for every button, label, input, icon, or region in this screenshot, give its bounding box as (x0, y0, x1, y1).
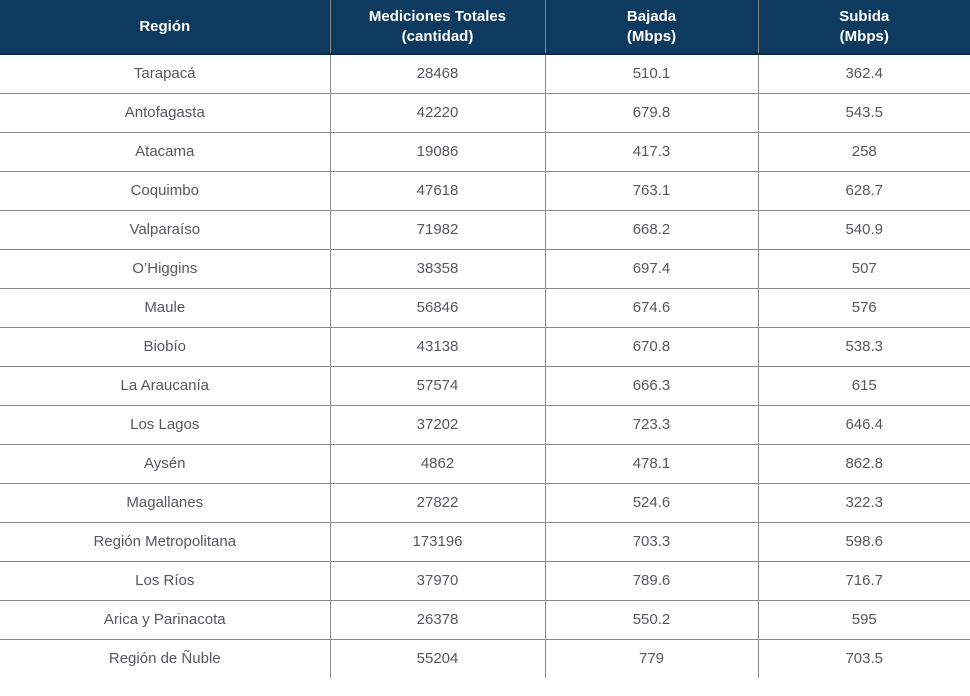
table-row: Antofagasta 42220 679.8 543.5 (0, 92, 970, 133)
region-cell: Magallanes (0, 482, 331, 523)
value-cell: 507 (757, 248, 970, 289)
value-cell: 524.6 (544, 482, 759, 523)
value-cell: 789.6 (544, 560, 759, 601)
value-cell: 679.8 (544, 92, 759, 133)
region-cell: Biobío (0, 326, 331, 367)
region-cell: Tarapacá (0, 53, 331, 94)
value-cell: 43138 (329, 326, 546, 367)
value-cell: 362.4 (757, 53, 970, 94)
value-cell: 71982 (329, 209, 546, 250)
region-cell: Antofagasta (0, 92, 331, 133)
col-header-sublabel: (Mbps) (839, 27, 889, 45)
table-row: Coquimbo 47618 763.1 628.7 (0, 170, 970, 211)
value-cell: 763.1 (544, 170, 759, 211)
region-cell: Valparaíso (0, 209, 331, 250)
table-row: O’Higgins 38358 697.4 507 (0, 248, 970, 289)
value-cell: 538.3 (757, 326, 970, 367)
value-cell: 670.8 (544, 326, 759, 367)
value-cell: 703.3 (544, 521, 759, 562)
value-cell: 42220 (329, 92, 546, 133)
value-cell: 173196 (329, 521, 546, 562)
table-row: La Araucanía 57574 666.3 615 (0, 365, 970, 406)
table-row: Los Ríos 37970 789.6 716.7 (0, 560, 970, 601)
value-cell: 540.9 (757, 209, 970, 250)
value-cell: 57574 (329, 365, 546, 406)
value-cell: 4862 (329, 443, 546, 484)
value-cell: 723.3 (544, 404, 759, 445)
value-cell: 576 (757, 287, 970, 328)
value-cell: 37202 (329, 404, 546, 445)
col-header-subida: Subida (Mbps) (757, 0, 970, 55)
col-header-label: Bajada (626, 7, 677, 25)
value-cell: 56846 (329, 287, 546, 328)
value-cell: 646.4 (757, 404, 970, 445)
value-cell: 258 (757, 131, 970, 172)
table-body: Tarapacá 28468 510.1 362.4 Antofagasta 42220 6… (0, 53, 970, 679)
region-cell: Región Metropolitana (0, 521, 331, 562)
table-row: Los Lagos 37202 723.3 646.4 (0, 404, 970, 445)
value-cell: 550.2 (544, 599, 759, 640)
table-row: Región de Ñuble 55204 779 703.5 (0, 638, 970, 679)
table-header: Región Mediciones Totales (cantidad) Baj… (0, 0, 970, 55)
region-cell: O’Higgins (0, 248, 331, 289)
region-cell: Maule (0, 287, 331, 328)
col-header-region: Región (0, 0, 331, 55)
value-cell: 615 (757, 365, 970, 406)
region-cell: Arica y Parinacota (0, 599, 331, 640)
value-cell: 478.1 (544, 443, 759, 484)
col-header-sublabel: (cantidad) (401, 27, 474, 45)
region-cell: Los Ríos (0, 560, 331, 601)
table-row: Arica y Parinacota 26378 550.2 595 (0, 599, 970, 640)
region-cell: Coquimbo (0, 170, 331, 211)
col-header-bajada: Bajada (Mbps) (544, 0, 759, 55)
value-cell: 674.6 (544, 287, 759, 328)
regions-speed-table: Región Mediciones Totales (cantidad) Baj… (0, 0, 970, 679)
value-cell: 28468 (329, 53, 546, 94)
value-cell: 55204 (329, 638, 546, 679)
value-cell: 628.7 (757, 170, 970, 211)
value-cell: 510.1 (544, 53, 759, 94)
col-header-label: Subida (839, 7, 890, 25)
value-cell: 47618 (329, 170, 546, 211)
col-header-mediciones: Mediciones Totales (cantidad) (329, 0, 546, 55)
header-row: Región Mediciones Totales (cantidad) Baj… (0, 0, 970, 55)
table-row: Magallanes 27822 524.6 322.3 (0, 482, 970, 523)
region-cell: Región de Ñuble (0, 638, 331, 679)
region-cell: Aysén (0, 443, 331, 484)
table-row: Región Metropolitana 173196 703.3 598.6 (0, 521, 970, 562)
value-cell: 703.5 (757, 638, 970, 679)
region-cell: Atacama (0, 131, 331, 172)
col-header-label: Región (139, 17, 191, 35)
col-header-label: Mediciones Totales (368, 7, 507, 25)
value-cell: 595 (757, 599, 970, 640)
value-cell: 37970 (329, 560, 546, 601)
value-cell: 716.7 (757, 560, 970, 601)
region-cell: Los Lagos (0, 404, 331, 445)
value-cell: 543.5 (757, 92, 970, 133)
value-cell: 38358 (329, 248, 546, 289)
value-cell: 666.3 (544, 365, 759, 406)
value-cell: 668.2 (544, 209, 759, 250)
table-row: Valparaíso 71982 668.2 540.9 (0, 209, 970, 250)
table-row: Biobío 43138 670.8 538.3 (0, 326, 970, 367)
value-cell: 862.8 (757, 443, 970, 484)
value-cell: 19086 (329, 131, 546, 172)
value-cell: 417.3 (544, 131, 759, 172)
table-row: Aysén 4862 478.1 862.8 (0, 443, 970, 484)
value-cell: 697.4 (544, 248, 759, 289)
value-cell: 779 (544, 638, 759, 679)
col-header-sublabel: (Mbps) (626, 27, 677, 45)
table-row: Atacama 19086 417.3 258 (0, 131, 970, 172)
table-row: Tarapacá 28468 510.1 362.4 (0, 53, 970, 94)
value-cell: 598.6 (757, 521, 970, 562)
value-cell: 26378 (329, 599, 546, 640)
value-cell: 27822 (329, 482, 546, 523)
value-cell: 322.3 (757, 482, 970, 523)
table-row: Maule 56846 674.6 576 (0, 287, 970, 328)
region-cell: La Araucanía (0, 365, 331, 406)
